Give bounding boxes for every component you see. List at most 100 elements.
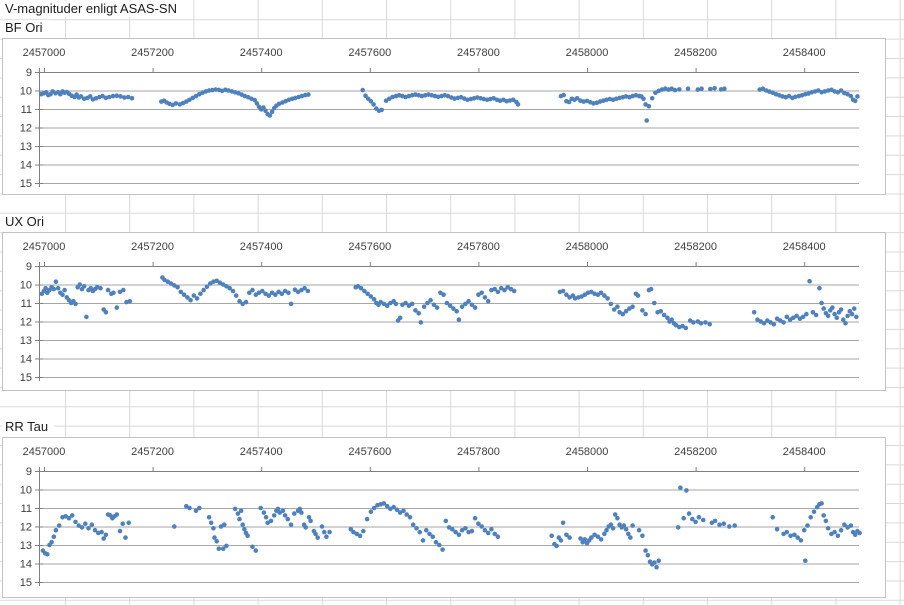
data-point[interactable]: [459, 304, 465, 309]
data-point[interactable]: [232, 506, 238, 512]
data-point[interactable]: [771, 322, 777, 327]
data-point[interactable]: [187, 505, 192, 511]
data-point[interactable]: [266, 293, 272, 298]
data-point[interactable]: [612, 512, 618, 517]
data-point[interactable]: [492, 286, 498, 292]
data-point[interactable]: [401, 508, 406, 514]
data-point[interactable]: [198, 291, 203, 297]
data-point[interactable]: [181, 292, 187, 297]
data-point[interactable]: [630, 304, 635, 309]
data-point[interactable]: [79, 525, 85, 530]
data-point[interactable]: [672, 87, 678, 93]
data-point[interactable]: [681, 515, 686, 521]
data-point[interactable]: [365, 291, 370, 297]
data-point[interactable]: [683, 325, 689, 331]
data-point[interactable]: [77, 282, 83, 287]
data-point[interactable]: [841, 317, 846, 322]
data-point[interactable]: [114, 305, 120, 310]
data-point[interactable]: [640, 533, 645, 539]
data-point[interactable]: [803, 558, 808, 563]
data-point[interactable]: [175, 285, 180, 290]
data-point[interactable]: [851, 306, 857, 311]
data-point[interactable]: [515, 102, 521, 107]
data-point[interactable]: [700, 517, 706, 523]
data-point[interactable]: [441, 292, 446, 297]
data-point[interactable]: [302, 285, 307, 291]
data-point[interactable]: [371, 102, 376, 107]
data-point[interactable]: [805, 523, 810, 528]
data-point[interactable]: [511, 288, 517, 294]
data-point[interactable]: [123, 535, 128, 540]
data-point[interactable]: [261, 105, 266, 110]
data-point[interactable]: [51, 286, 57, 292]
data-point[interactable]: [485, 298, 491, 304]
data-point[interactable]: [623, 309, 629, 314]
data-point[interactable]: [595, 534, 601, 539]
data-point[interactable]: [813, 312, 819, 318]
data-point[interactable]: [368, 509, 374, 514]
data-point[interactable]: [430, 534, 436, 539]
data-point[interactable]: [788, 533, 793, 539]
data-point[interactable]: [267, 113, 273, 118]
data-point[interactable]: [404, 512, 410, 517]
data-point[interactable]: [105, 287, 111, 293]
data-point[interactable]: [721, 521, 727, 526]
data-point[interactable]: [129, 96, 135, 101]
data-point[interactable]: [327, 529, 332, 535]
data-point[interactable]: [420, 538, 426, 543]
data-point[interactable]: [628, 535, 633, 540]
data-point[interactable]: [798, 538, 804, 543]
data-point[interactable]: [852, 98, 858, 104]
data-point[interactable]: [413, 308, 418, 313]
data-point[interactable]: [615, 304, 620, 309]
chart-bf-ori[interactable]: 9 10 11 12 13 14 15 2457000 2457200 2457400 245760…: [2, 38, 886, 195]
data-point[interactable]: [615, 515, 620, 521]
data-point[interactable]: [640, 308, 645, 313]
data-point[interactable]: [252, 97, 257, 103]
data-point[interactable]: [492, 531, 498, 537]
data-point[interactable]: [201, 287, 206, 293]
data-point[interactable]: [319, 524, 325, 529]
data-point[interactable]: [554, 543, 559, 549]
data-point[interactable]: [280, 508, 286, 514]
data-point[interactable]: [188, 297, 193, 303]
data-point[interactable]: [722, 86, 727, 91]
data-point[interactable]: [247, 290, 252, 296]
data-point[interactable]: [73, 519, 78, 525]
data-point[interactable]: [363, 93, 368, 98]
data-point[interactable]: [838, 527, 844, 533]
data-point[interactable]: [368, 294, 374, 299]
data-point[interactable]: [87, 94, 93, 99]
data-point[interactable]: [357, 533, 363, 539]
data-point[interactable]: [288, 522, 294, 527]
data-point[interactable]: [485, 530, 491, 536]
data-point[interactable]: [240, 522, 245, 527]
data-point[interactable]: [254, 101, 260, 106]
data-point[interactable]: [381, 501, 387, 506]
data-point[interactable]: [652, 300, 657, 306]
data-point[interactable]: [620, 311, 626, 317]
data-point[interactable]: [53, 527, 59, 533]
data-point[interactable]: [712, 86, 717, 91]
data-point[interactable]: [235, 511, 241, 516]
data-point[interactable]: [303, 525, 309, 530]
data-point[interactable]: [444, 300, 450, 306]
data-point[interactable]: [646, 103, 652, 109]
data-point[interactable]: [602, 293, 607, 298]
data-point[interactable]: [784, 314, 790, 320]
data-point[interactable]: [751, 310, 757, 315]
data-point[interactable]: [770, 515, 775, 520]
data-point[interactable]: [208, 520, 214, 526]
data-point[interactable]: [636, 527, 642, 533]
data-point[interactable]: [561, 92, 566, 98]
data-point[interactable]: [635, 293, 641, 298]
data-point[interactable]: [51, 534, 57, 539]
data-point[interactable]: [832, 529, 837, 535]
data-point[interactable]: [103, 310, 109, 315]
data-point[interactable]: [409, 301, 415, 307]
data-point[interactable]: [418, 320, 424, 325]
data-point[interactable]: [453, 529, 458, 535]
data-point[interactable]: [658, 309, 664, 314]
data-point[interactable]: [269, 109, 275, 115]
data-point[interactable]: [684, 488, 689, 493]
